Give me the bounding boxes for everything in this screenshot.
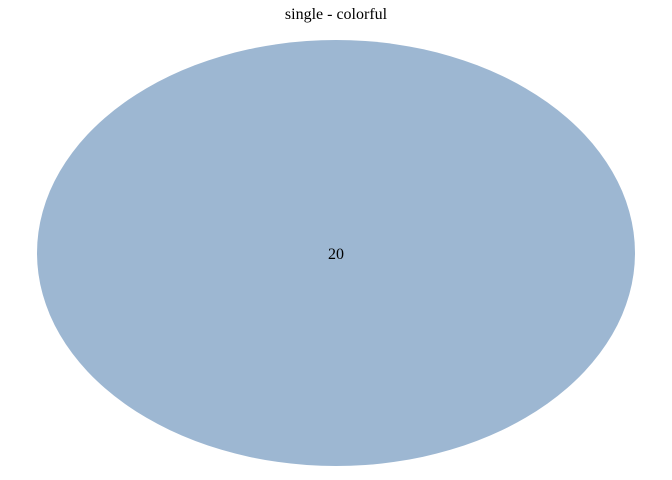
region-count: 20 <box>328 246 344 263</box>
diagram-title: single - colorful <box>285 6 388 23</box>
